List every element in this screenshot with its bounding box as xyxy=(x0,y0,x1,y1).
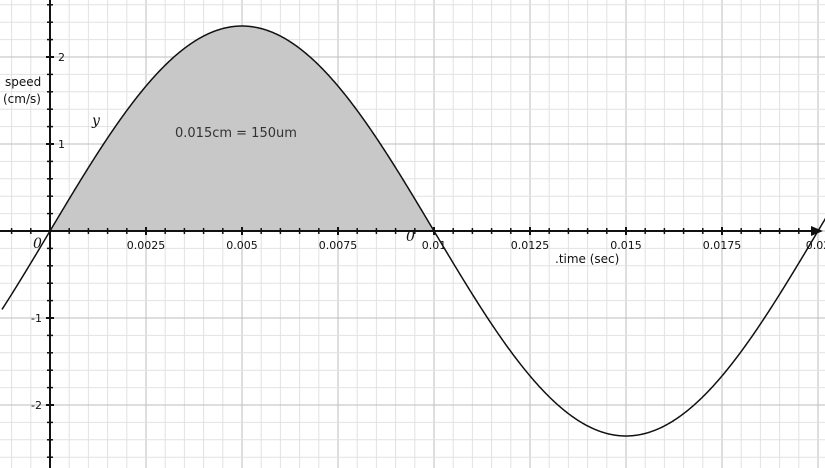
y-axis-label-line1: speed xyxy=(5,75,41,89)
y-tick-label: -1 xyxy=(31,312,42,325)
tick-labels: 0.0025 0.005 0.0075 0.01 0.0125 0.015 0.0175 0.… xyxy=(31,51,825,412)
x-tick-label: 0.015 xyxy=(610,239,642,252)
area-annotation: 0.015cm = 150um xyxy=(175,126,297,141)
x-tick-label: 0.0025 xyxy=(127,239,166,252)
shaded-area xyxy=(50,26,434,232)
x-axis-label: .time (sec) xyxy=(555,252,619,266)
x-tick-label: 0.02 xyxy=(806,239,825,252)
curve-label: y xyxy=(91,113,101,129)
x-tick-label: 0.005 xyxy=(226,239,258,252)
x-axis-arrow xyxy=(811,226,823,236)
origin-label: 0 xyxy=(33,236,42,252)
y-tick-label: 1 xyxy=(58,138,65,151)
x-tick-label: 0.0125 xyxy=(511,239,550,252)
y-tick-label: -2 xyxy=(31,399,42,412)
y-axis-label-line2: (cm/s) xyxy=(3,92,41,106)
x-tick-label: 0.0175 xyxy=(703,239,742,252)
sine-curve xyxy=(1,25,825,437)
x-tick-label: 0.0075 xyxy=(319,239,358,252)
zero-marker-label: 0 xyxy=(406,229,415,245)
y-tick-label: 2 xyxy=(58,51,65,64)
x-tick-label: 0.01 xyxy=(422,239,447,252)
